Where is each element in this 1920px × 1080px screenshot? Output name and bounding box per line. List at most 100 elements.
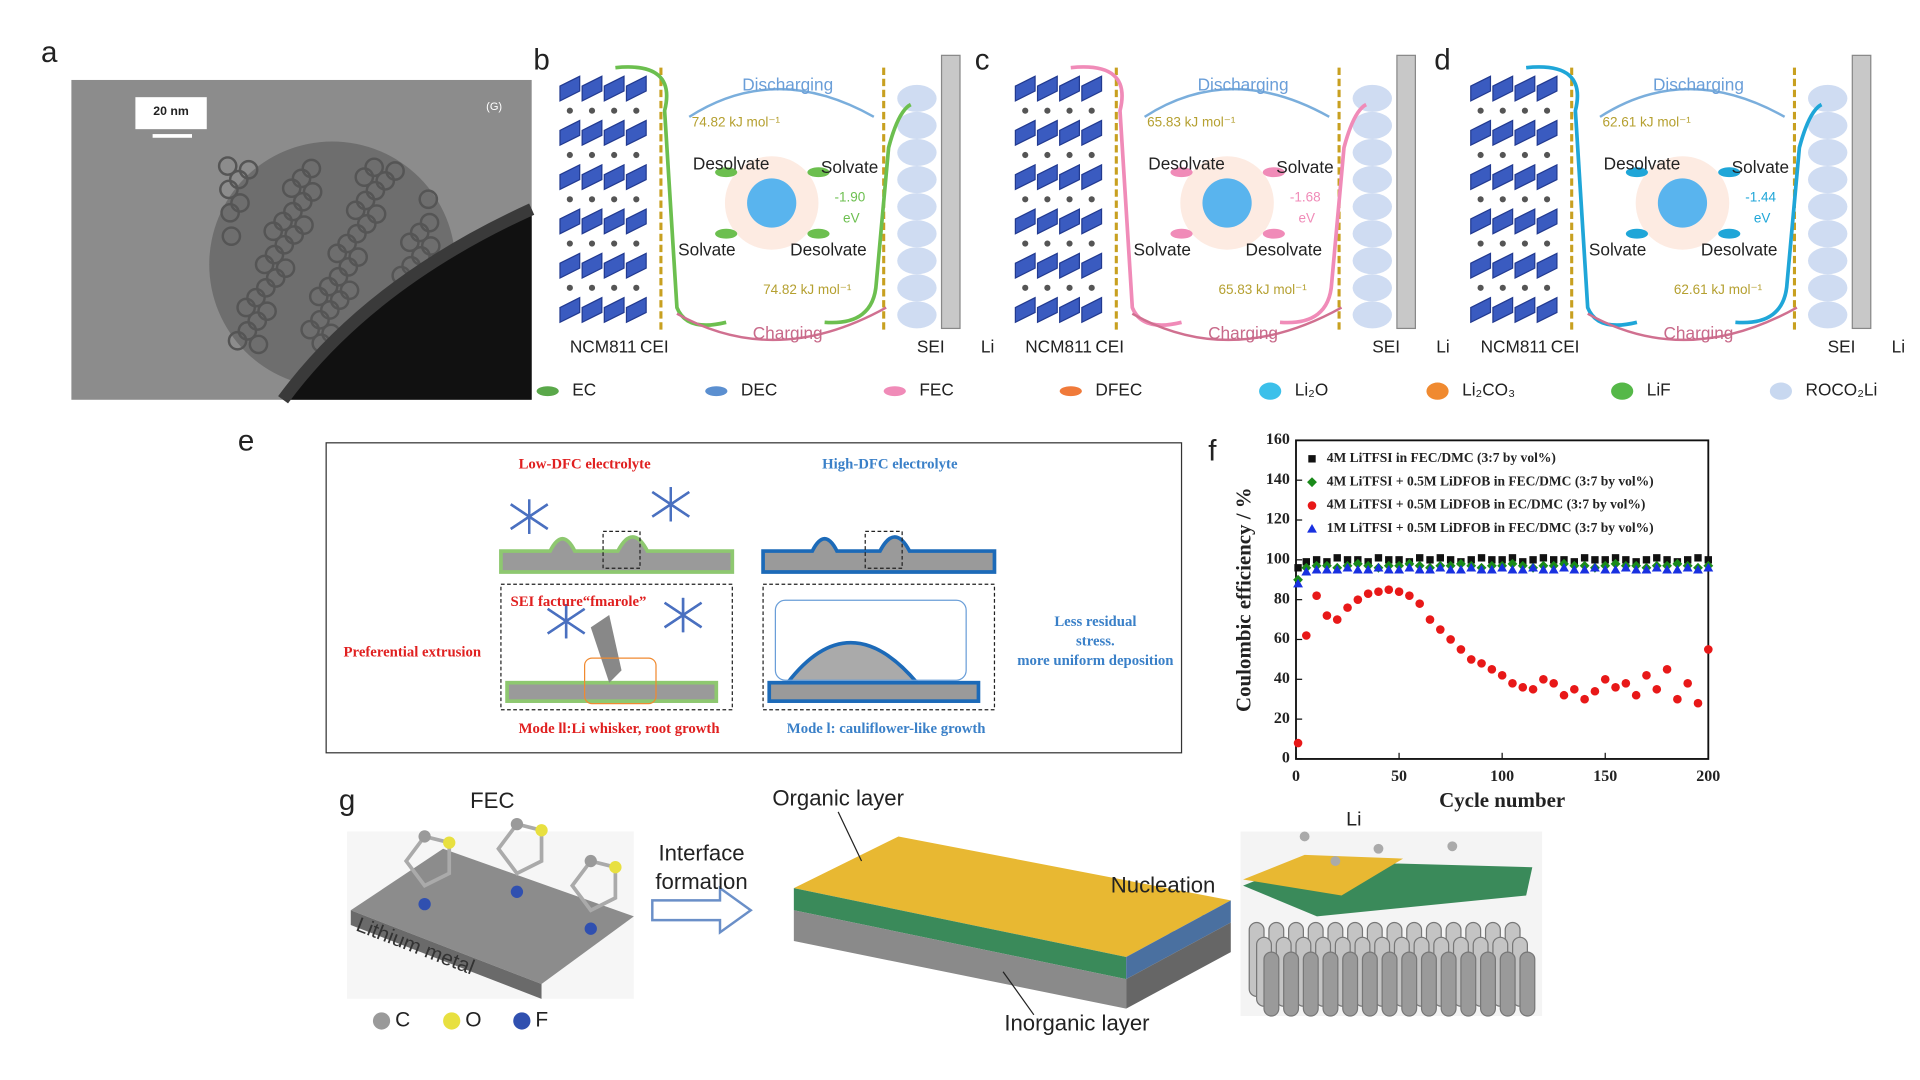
solvate: Solvate bbox=[678, 239, 735, 259]
deposit-slab bbox=[499, 535, 735, 574]
panel-e: Low-DFC electrolyte High-DFC electrolyte S… bbox=[344, 456, 1174, 736]
lattice bbox=[1536, 208, 1558, 235]
anode-label: Li bbox=[1436, 337, 1449, 357]
lattice bbox=[1014, 75, 1036, 102]
particle-grain bbox=[236, 297, 256, 318]
particle-grain bbox=[273, 211, 293, 232]
data-point bbox=[1405, 591, 1414, 600]
discharging: Discharging bbox=[1198, 75, 1289, 95]
charging: Charging bbox=[1664, 323, 1734, 343]
sei-particle bbox=[1808, 84, 1848, 112]
charging: Charging bbox=[1208, 323, 1278, 343]
data-point bbox=[1663, 556, 1671, 564]
data-point bbox=[1301, 566, 1312, 576]
lattice-ion bbox=[1022, 151, 1029, 159]
particle-grain bbox=[365, 180, 386, 201]
data-point bbox=[1487, 665, 1497, 674]
panel-f: 0 20 40 60 80 100 120 140 160 0 50 100 150 200 Cycle n… bbox=[1231, 431, 1720, 812]
particle-grain bbox=[338, 257, 359, 277]
data-point bbox=[1528, 684, 1538, 694]
step-label: formation bbox=[655, 869, 747, 894]
lattice-ion bbox=[1499, 107, 1506, 114]
li-ion bbox=[747, 178, 797, 228]
lattice-ion bbox=[1544, 196, 1551, 203]
li-anode bbox=[1396, 54, 1416, 330]
data-point bbox=[1446, 635, 1455, 644]
lattice-ion bbox=[1521, 151, 1528, 159]
data-point bbox=[1662, 564, 1672, 574]
data-point bbox=[1394, 587, 1404, 596]
data-point bbox=[1682, 562, 1693, 572]
fec-label: FEC bbox=[470, 788, 514, 813]
legend-label: ROCO₂Li bbox=[1806, 380, 1878, 400]
particle-grain bbox=[221, 226, 242, 247]
lattice bbox=[1059, 163, 1080, 191]
solvent bbox=[715, 167, 738, 178]
data-point bbox=[1477, 554, 1486, 562]
scale-bar-label: 20 nm bbox=[153, 104, 189, 118]
particle-grain bbox=[420, 236, 441, 256]
li-pillar bbox=[1381, 951, 1398, 1017]
lattice-ion bbox=[633, 284, 640, 291]
data-point bbox=[1425, 564, 1435, 574]
data-point bbox=[1539, 554, 1548, 562]
lattice bbox=[625, 252, 647, 279]
particle-grain bbox=[228, 169, 249, 190]
data-point bbox=[1703, 562, 1714, 572]
discharging: Discharging bbox=[1653, 75, 1744, 95]
legend-icon bbox=[1769, 382, 1792, 400]
mode2-label: Mode ll:Li whisker, root growth bbox=[519, 721, 720, 737]
particle-grain bbox=[248, 334, 269, 355]
energy-barrier: 65.83 kJ mol⁻¹ bbox=[1218, 282, 1307, 297]
particle-grain bbox=[310, 309, 330, 330]
lattice bbox=[603, 252, 625, 279]
solvent bbox=[1718, 228, 1741, 239]
data-point bbox=[1508, 554, 1517, 562]
sei-particle bbox=[1352, 111, 1392, 139]
low-dfc: Low-DFC electrolyte bbox=[519, 456, 652, 472]
lattice-ion bbox=[1477, 107, 1484, 114]
extrusion-box bbox=[584, 657, 657, 705]
data-point bbox=[1436, 554, 1444, 562]
support-edge bbox=[278, 203, 535, 404]
legend-label: Li₂O bbox=[1295, 380, 1328, 400]
scale-bar bbox=[152, 134, 192, 138]
solvate: Solvate bbox=[1134, 239, 1191, 259]
lattice bbox=[581, 296, 603, 324]
data-point bbox=[1363, 589, 1373, 598]
data-point bbox=[1620, 562, 1631, 572]
data-point bbox=[1548, 564, 1559, 574]
data-point bbox=[1704, 645, 1713, 654]
scheme: Discharging 62.61 kJ mol⁻¹ Desolvate Solvat… bbox=[1470, 54, 1905, 357]
lattice-ion bbox=[1066, 107, 1073, 114]
li-atom bbox=[1373, 843, 1384, 854]
data-point bbox=[1302, 631, 1311, 640]
sei-particle bbox=[1808, 274, 1848, 302]
particle-grain bbox=[320, 300, 340, 320]
data-point bbox=[1621, 678, 1631, 688]
data-point bbox=[1311, 564, 1322, 574]
binding-energy: -1.90 bbox=[834, 190, 865, 205]
scale-box bbox=[135, 97, 207, 130]
data-point bbox=[1580, 694, 1589, 704]
lattice bbox=[1036, 119, 1058, 147]
data-point bbox=[1600, 675, 1610, 684]
lattice-ion bbox=[1477, 196, 1484, 203]
solvate: Solvate bbox=[1732, 157, 1789, 177]
sei-particle bbox=[1352, 220, 1392, 248]
legend-icon bbox=[1611, 382, 1634, 400]
data-point bbox=[1507, 564, 1518, 574]
lattice bbox=[603, 208, 625, 235]
data-point bbox=[1694, 554, 1702, 562]
particle-grain bbox=[247, 311, 268, 331]
particle-grain bbox=[265, 268, 286, 288]
x-tick-label: 200 bbox=[1696, 768, 1720, 785]
lattice-ion bbox=[1066, 240, 1073, 247]
fracture-label: SEI facture“fmarole” bbox=[511, 594, 647, 610]
y-tick-label: 80 bbox=[1274, 590, 1290, 607]
process-arrow bbox=[651, 885, 753, 935]
data-point bbox=[1343, 603, 1352, 612]
lattice-ion bbox=[1066, 284, 1073, 291]
lattice bbox=[625, 75, 647, 102]
